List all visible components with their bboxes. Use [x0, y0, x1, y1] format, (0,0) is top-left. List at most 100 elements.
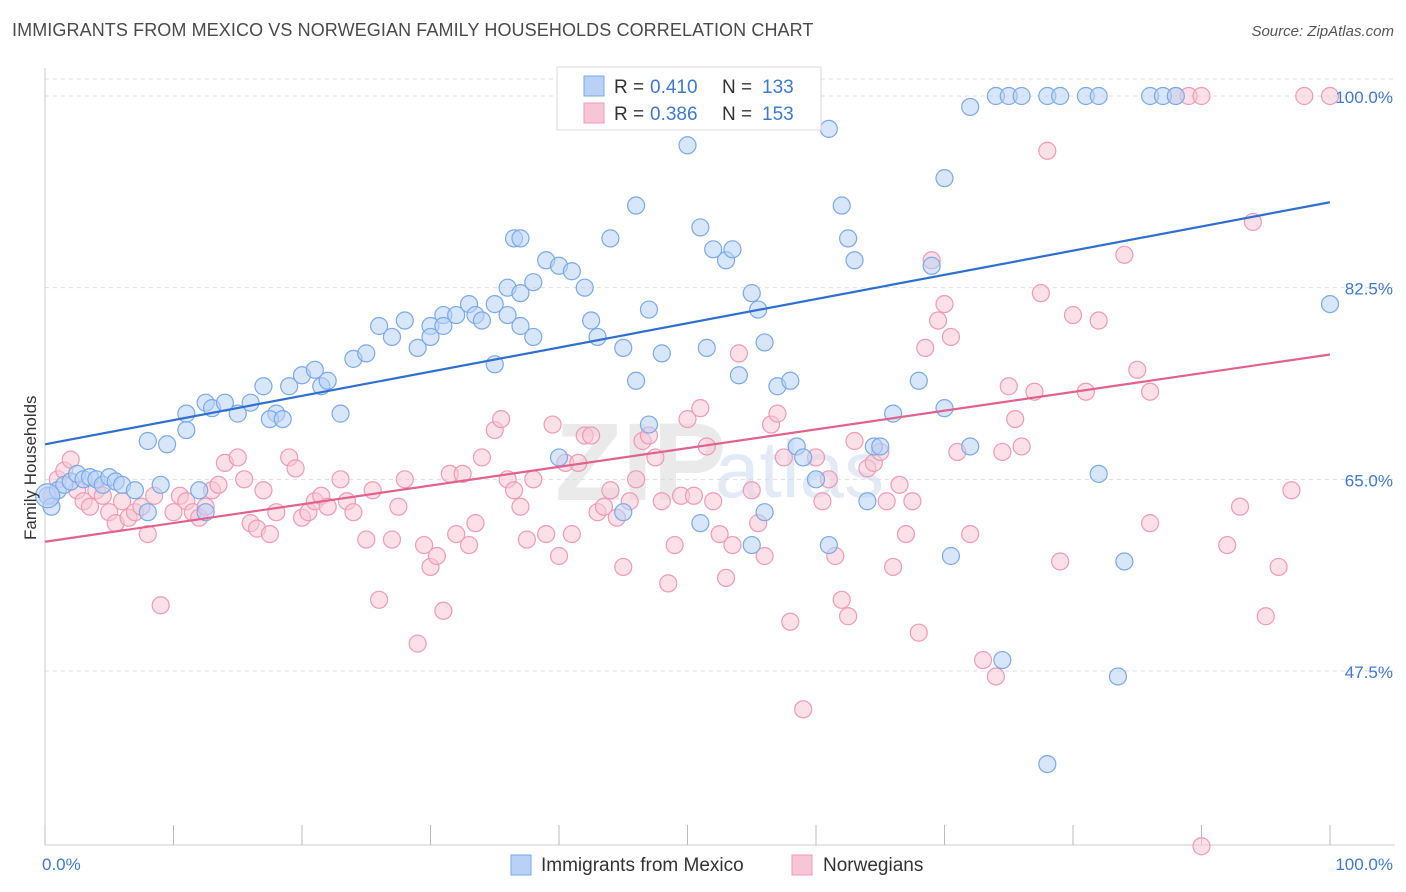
mexico-point [723, 240, 742, 259]
mexico-point [280, 377, 299, 396]
norwegians-point [363, 481, 382, 500]
norwegians-point [1051, 552, 1070, 571]
norwegians-point [928, 311, 948, 330]
mexico-point [1115, 552, 1134, 571]
norwegians-point [909, 623, 928, 642]
mexico-point [447, 305, 466, 325]
norwegians-point [916, 338, 935, 358]
mexico-point [421, 327, 440, 347]
trend-lines [44, 201, 1331, 543]
mexico-point [691, 218, 710, 237]
norwegians-point [896, 524, 916, 544]
norwegians-point [1006, 409, 1025, 429]
mexico-point [626, 196, 646, 215]
mexico-point [794, 448, 813, 467]
norwegians-point [466, 514, 485, 533]
norwegians-point [549, 546, 569, 566]
mexico-point [819, 535, 838, 555]
mexico-point [318, 371, 337, 390]
mexico-point [858, 492, 877, 511]
norwegians-point [903, 492, 922, 511]
norwegians-point [626, 470, 646, 489]
norwegians-point [138, 524, 157, 544]
bottom-legend: Immigrants from Mexico Norwegians [510, 854, 923, 876]
mexico-point [1089, 464, 1108, 483]
mexico-point [845, 251, 864, 270]
mexico-point [241, 393, 260, 412]
mexico-point [704, 240, 723, 259]
norwegians-point [768, 404, 787, 423]
trend-line [44, 353, 1331, 543]
norwegians-point [883, 557, 903, 577]
trend-line [44, 201, 1331, 446]
norwegians-point [1282, 481, 1301, 500]
norwegians-point [395, 470, 414, 489]
norwegians-point [1192, 837, 1211, 856]
norwegians-point [665, 535, 684, 555]
norwegians-point [890, 475, 909, 494]
mexico-point [395, 311, 414, 330]
mexico-point [909, 371, 928, 390]
norwegians-point [260, 524, 279, 544]
source-credit: Source: ZipAtlas.com [1251, 23, 1394, 40]
mexico-point [125, 481, 145, 500]
norwegians-point [1140, 382, 1160, 401]
mexico-point [935, 399, 954, 418]
norwegians-point [344, 503, 363, 522]
legend-r-value: 0.410 [650, 77, 698, 98]
mexico-point [34, 483, 61, 509]
mexico-point [755, 503, 774, 522]
mexico-point [151, 475, 170, 494]
norwegians-point [414, 535, 434, 555]
norwegians-point [1269, 557, 1288, 577]
bottom-legend-label-mexico: Immigrants from Mexico [541, 855, 744, 876]
norwegians-point [562, 524, 581, 544]
norwegians-point [1115, 245, 1134, 264]
mexico-point [524, 273, 543, 292]
norwegians-point [961, 524, 980, 544]
x-tick-label: 100.0% [1335, 855, 1393, 874]
norwegians-point [845, 431, 864, 451]
norwegians-point [228, 448, 247, 467]
mexico-point [157, 435, 177, 454]
norwegians-point [80, 497, 100, 516]
norwegians-point [794, 700, 813, 719]
norwegians-point [582, 426, 601, 445]
bottom-legend-label-norwegians: Norwegians [823, 855, 923, 876]
mexico-point [832, 196, 851, 215]
mexico-point [614, 503, 633, 522]
mexico-point [806, 470, 826, 489]
norwegians-point [601, 481, 620, 500]
norwegians-point [1012, 437, 1031, 456]
norwegians-point [935, 294, 954, 314]
bottom-legend-swatch-mexico [510, 854, 532, 876]
mexico-point [498, 305, 517, 325]
norwegians-point [614, 557, 633, 577]
mexico-point [549, 448, 569, 467]
legend-n-label: N = [722, 104, 752, 125]
mexico-point [177, 420, 196, 440]
mexico-point [729, 366, 749, 385]
mexico-point [691, 514, 710, 533]
norwegians-point [331, 470, 350, 489]
norwegians-point [993, 442, 1012, 462]
norwegians-point [254, 481, 273, 500]
norwegians-point [986, 667, 1006, 686]
top-legend: R = 0.410 N = 133 R = 0.386 N = 153 [556, 66, 822, 131]
norwegians-point [357, 530, 376, 549]
norwegians-point [1063, 305, 1083, 325]
bottom-legend-swatch-norwegians [791, 854, 813, 876]
norwegians-point [511, 497, 530, 516]
norwegians-point [492, 409, 511, 429]
mexico-point [370, 316, 389, 336]
norwegians-point [723, 535, 742, 555]
mexico-point [781, 371, 800, 390]
mexico-point [755, 333, 774, 352]
norwegians-point [755, 546, 774, 566]
mexico-point [626, 371, 646, 390]
norwegians-point [652, 492, 671, 511]
mexico-point [1051, 86, 1070, 106]
norwegians-point [209, 475, 228, 494]
mexico-point [382, 327, 402, 347]
norwegians-point [408, 634, 427, 653]
